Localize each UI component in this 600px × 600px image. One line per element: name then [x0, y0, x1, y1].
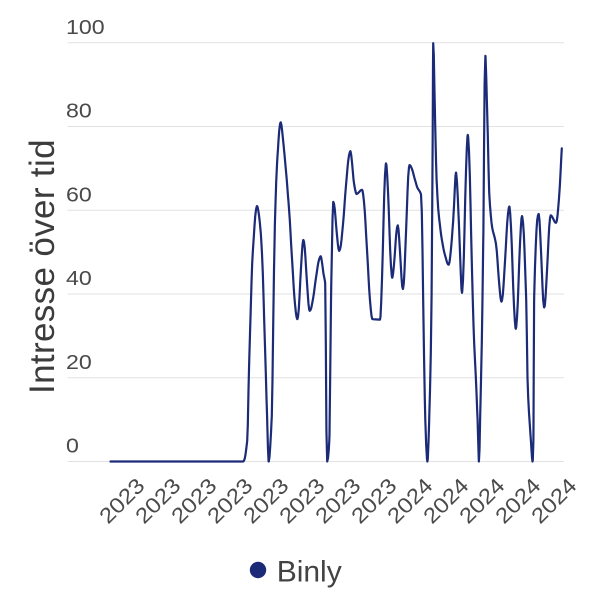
svg-text:100: 100 — [66, 15, 105, 38]
svg-text:40: 40 — [66, 266, 92, 289]
svg-text:Binly: Binly — [277, 556, 342, 589]
svg-text:20: 20 — [66, 350, 92, 373]
svg-text:Intresse över tid: Intresse över tid — [23, 139, 62, 394]
svg-text:0: 0 — [66, 434, 79, 457]
svg-text:60: 60 — [66, 183, 92, 206]
svg-text:80: 80 — [66, 99, 92, 122]
